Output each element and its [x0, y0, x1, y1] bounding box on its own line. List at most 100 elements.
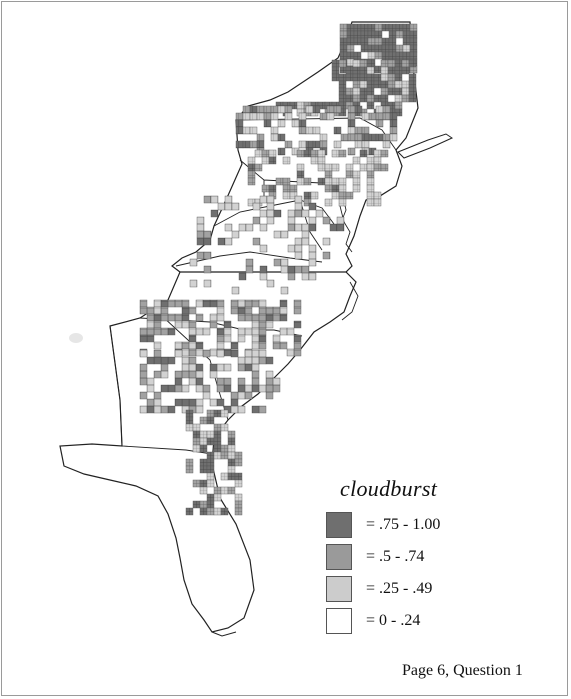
map-grid-cell — [310, 156, 319, 165]
map-grid-cell — [319, 133, 328, 142]
map-grid-cell — [237, 384, 246, 393]
map-grid-cell — [367, 23, 376, 32]
map-grid-cell — [199, 437, 208, 446]
map-grid-cell — [312, 140, 321, 149]
map-grid-cell — [395, 51, 404, 60]
map-grid-cell — [227, 486, 236, 495]
map-grid-cell — [409, 23, 418, 32]
map-grid-cell — [192, 437, 201, 446]
map-grid-cell — [192, 430, 201, 439]
map-grid-cell — [203, 279, 212, 288]
map-grid-cell — [213, 423, 222, 432]
map-grid-cell — [234, 507, 243, 516]
map-grid-cell — [216, 349, 225, 358]
map-grid-cell — [181, 384, 190, 393]
map-grid-cell — [247, 156, 256, 165]
map-grid-cell — [213, 409, 222, 418]
map-grid-cell — [280, 258, 289, 267]
map-grid-cell — [298, 119, 307, 128]
map-grid-cell — [202, 327, 211, 336]
map-grid-cell — [331, 191, 340, 200]
map-grid-cell — [230, 341, 239, 350]
map-grid-cell — [139, 391, 148, 400]
map-grid-cell — [153, 391, 162, 400]
map-grid-cell — [354, 126, 363, 135]
map-grid-cell — [303, 191, 312, 200]
map-grid-cell — [139, 370, 148, 379]
map-grid-cell — [409, 51, 418, 60]
map-grid-cell — [192, 423, 201, 432]
map-grid-cell — [203, 265, 212, 274]
map-grid-cell — [359, 87, 368, 96]
map-grid-cell — [345, 66, 354, 75]
map-grid-cell — [258, 349, 267, 358]
map-grid-cell — [333, 126, 342, 135]
map-grid-cell — [333, 140, 342, 149]
map-grid-cell — [224, 223, 233, 232]
map-grid-cell — [237, 313, 246, 322]
map-grid-cell — [284, 112, 293, 121]
map-grid-cell — [237, 405, 246, 414]
map-grid-cell — [373, 73, 382, 82]
map-grid-cell — [287, 265, 296, 274]
map-grid-cell — [338, 184, 347, 193]
map-grid-cell — [216, 384, 225, 393]
map-grid-cell — [373, 149, 382, 158]
map-grid-cell — [359, 163, 368, 172]
map-grid-cell — [373, 80, 382, 89]
map-grid-cell — [408, 80, 417, 89]
map-grid-cell — [227, 472, 236, 481]
map-grid-cell — [174, 398, 183, 407]
map-grid-cell — [266, 195, 275, 204]
map-grid-cell — [230, 299, 239, 308]
map-grid-cell — [324, 170, 333, 179]
map-grid-cell — [258, 341, 267, 350]
map-grid-cell — [381, 37, 390, 46]
map-grid-cell — [296, 101, 305, 110]
map-grid-cell — [224, 202, 233, 211]
map-grid-cell — [294, 251, 303, 260]
map-grid-cell — [409, 44, 418, 53]
map-grid-cell — [188, 327, 197, 336]
map-grid-cell — [338, 191, 347, 200]
map-grid-cell — [244, 363, 253, 372]
map-grid-cell — [174, 370, 183, 379]
map-grid-cell — [326, 105, 335, 114]
map-grid-cell — [188, 334, 197, 343]
map-grid-cell — [251, 370, 260, 379]
map-grid-cell — [254, 149, 263, 158]
legend-label-low: = 0 - .24 — [366, 612, 421, 629]
map-grid-cell — [213, 507, 222, 516]
map-grid-cell — [224, 195, 233, 204]
map-grid-cell — [195, 341, 204, 350]
map-grid-cell — [324, 163, 333, 172]
map-grid-cell — [181, 348, 190, 357]
map-grid-cell — [227, 444, 236, 453]
map-grid-cell — [388, 23, 397, 32]
map-grid-cell — [153, 398, 162, 407]
map-grid-cell — [146, 320, 155, 329]
map-grid-cell — [258, 405, 267, 414]
map-grid-cell — [167, 327, 176, 336]
map-grid-cell — [401, 80, 410, 89]
map-grid-cell — [181, 313, 190, 322]
map-grid-cell — [174, 341, 183, 350]
map-grid-cell — [244, 349, 253, 358]
map-grid-cell — [289, 191, 298, 200]
map-grid-cell — [287, 272, 296, 281]
map-grid-cell — [167, 405, 176, 414]
map-grid-cell — [366, 170, 375, 179]
map-grid-cell — [324, 184, 333, 193]
map-grid-cell — [189, 279, 198, 288]
map-grid-cell — [308, 216, 317, 225]
map-grid-cell — [381, 23, 390, 32]
map-grid-cell — [339, 44, 348, 53]
map-grid-cell — [202, 349, 211, 358]
map-grid-cell — [256, 133, 265, 142]
map-grid-cell — [331, 66, 340, 75]
map-grid-cell — [387, 73, 396, 82]
map-grid-cell — [209, 370, 218, 379]
map-grid-cell — [388, 51, 397, 60]
map-grid-cell — [303, 177, 312, 186]
map-grid-cell — [245, 223, 254, 232]
